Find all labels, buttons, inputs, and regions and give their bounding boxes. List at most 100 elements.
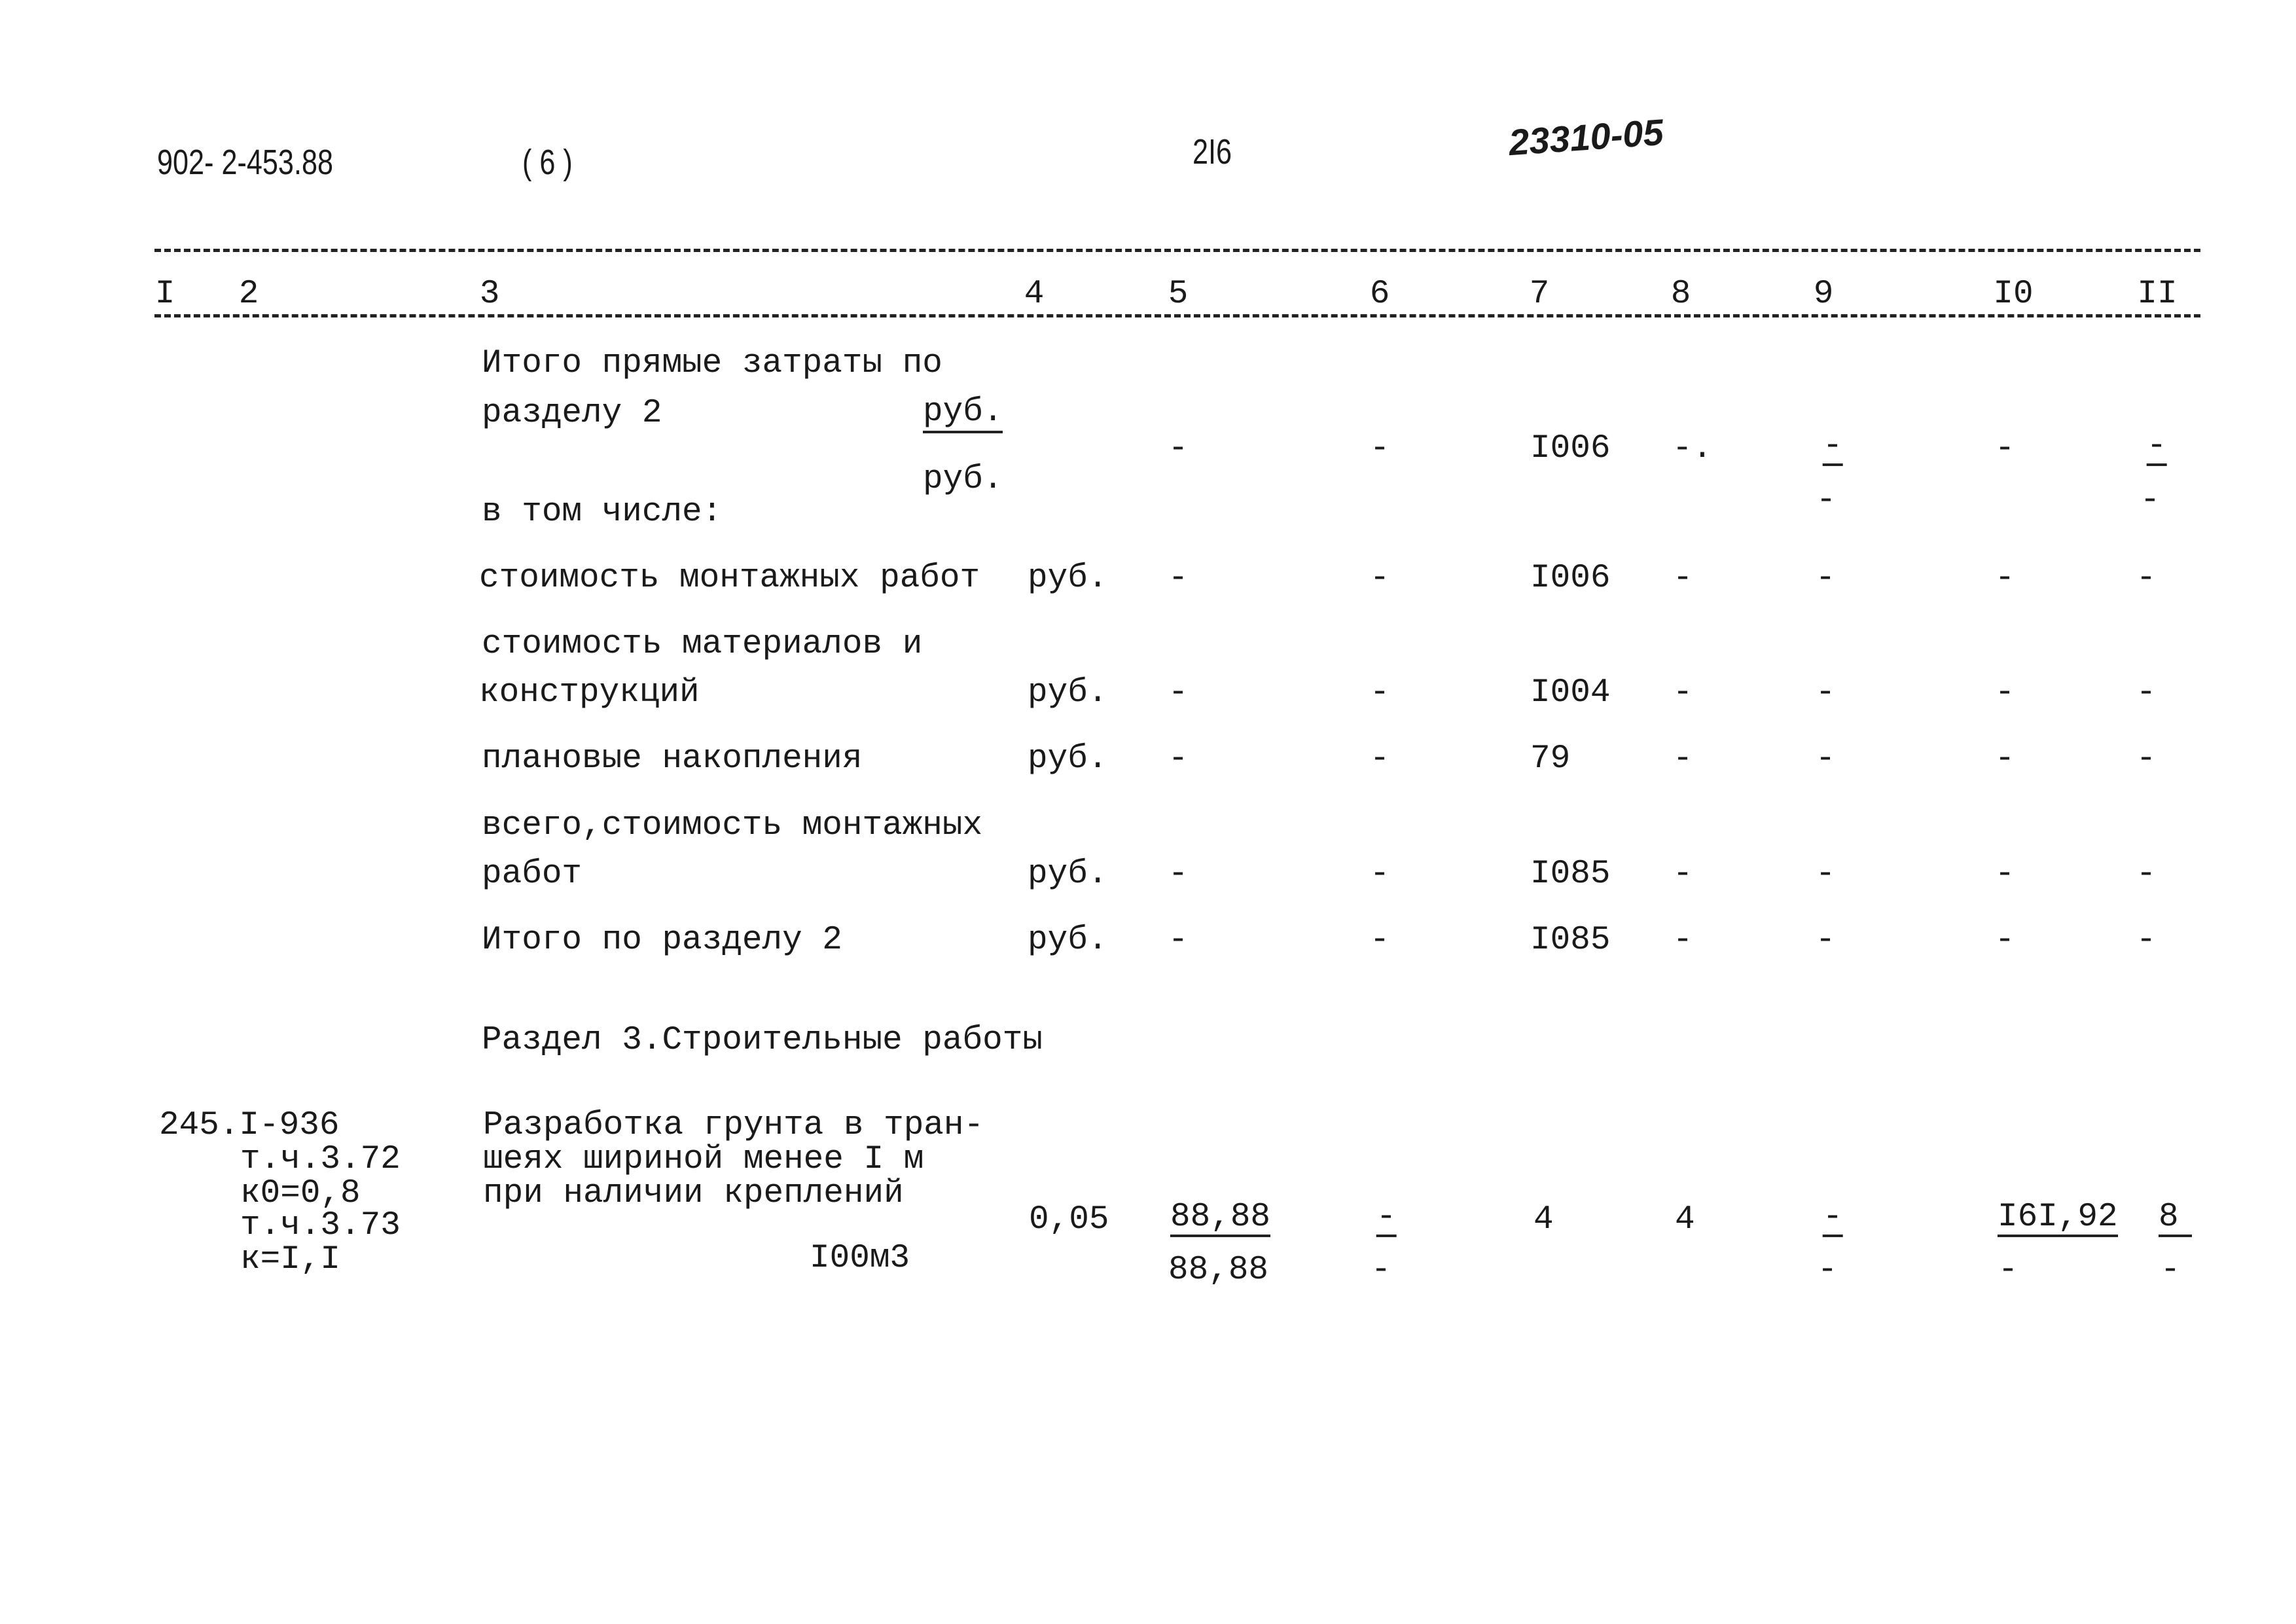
item-code: к=I,I — [240, 1241, 341, 1278]
cell-5: - — [1168, 740, 1189, 778]
column-header-4: 4 — [1024, 276, 1045, 313]
cell-11: - — [2136, 856, 2157, 893]
unit: руб. — [1028, 674, 1108, 712]
row-label: Итого по разделу 2 — [482, 922, 842, 959]
cell-8: - — [1672, 922, 1693, 959]
column-header-1: I — [154, 276, 175, 313]
item-description: шеях шириной менее I м — [483, 1141, 924, 1178]
cell-5: - — [1168, 560, 1189, 597]
unit: руб. — [1028, 560, 1108, 597]
item-unit: I00м3 — [810, 1240, 910, 1277]
cell-8: - — [1672, 740, 1693, 778]
cell-11: - — [2136, 922, 2157, 959]
cell-10: - — [1994, 740, 2015, 778]
row-label: плановые накопления — [482, 740, 863, 778]
cell-9-bottom: - — [1817, 1252, 1838, 1289]
item-description: при наличии креплений — [483, 1175, 904, 1212]
cell-6: - — [1369, 430, 1390, 467]
cell-6: - — [1369, 922, 1390, 959]
cell-11-top: 8 — [2159, 1200, 2192, 1237]
top-divider — [154, 249, 2200, 252]
cell-9-bottom: - — [1816, 482, 1837, 519]
item-code: к0=0,8 — [240, 1175, 361, 1212]
column-header-11: II — [2137, 276, 2178, 313]
row-label: стоимость материалов и — [482, 626, 923, 663]
cell-5-bottom: 88,88 — [1168, 1252, 1269, 1289]
cell-9: - — [1815, 674, 1836, 712]
cell-7: I085 — [1530, 856, 1611, 893]
unit: руб. — [1028, 856, 1108, 893]
cell-7: I085 — [1530, 922, 1611, 959]
cell-9-top: - — [1822, 1199, 1843, 1237]
cell-9-top: - — [1822, 427, 1843, 466]
cell-5: - — [1168, 856, 1189, 893]
cell-6-bottom: - — [1371, 1252, 1391, 1289]
column-header-6: 6 — [1369, 276, 1390, 313]
unit-top: руб. — [923, 394, 1003, 433]
cell-6-top: - — [1376, 1199, 1397, 1237]
cell-7: 79 — [1530, 740, 1571, 778]
cell-11-top: - — [2146, 427, 2167, 466]
cell-10: - — [1994, 560, 2015, 597]
column-header-8: 8 — [1670, 276, 1691, 313]
row-label: работ — [482, 856, 583, 893]
including-label: в том числе: — [482, 494, 723, 531]
cell-10-top: I6I,92 — [1998, 1199, 2118, 1237]
column-header-5: 5 — [1168, 276, 1189, 313]
row-label: всего,стоимость монтажных — [482, 807, 983, 844]
volume-number: ( 6 ) — [522, 143, 573, 182]
cell-6: - — [1369, 856, 1390, 893]
document-number: 902- 2-453.88 — [157, 143, 334, 182]
item-code: т.ч.3.73 — [240, 1207, 401, 1244]
cell-6: - — [1369, 674, 1390, 712]
cell-11: - — [2136, 674, 2157, 712]
cell-7: I006 — [1530, 560, 1611, 597]
unit: руб. — [1028, 740, 1108, 778]
cell-10: - — [1994, 430, 2015, 467]
handwritten-code: 23310-05 — [1507, 111, 1665, 164]
cell-8: -. — [1672, 430, 1713, 467]
cell-7: I006 — [1530, 430, 1611, 467]
cell-10: - — [1994, 674, 2015, 712]
cell-4: 0,05 — [1029, 1201, 1109, 1238]
cell-5-top: 88,88 — [1170, 1199, 1271, 1237]
cell-6: - — [1369, 560, 1390, 597]
page-number: 2I6 — [1193, 132, 1232, 171]
unit: руб. — [1028, 922, 1108, 959]
cell-5: - — [1168, 922, 1189, 959]
item-code: 245.I-936 — [159, 1107, 340, 1144]
cell-10-bottom: - — [1998, 1252, 2018, 1289]
section-title: Раздел 3.Строительные работы — [482, 1022, 1043, 1059]
cell-8: - — [1672, 674, 1693, 712]
row-label: Итого прямые затраты по — [482, 345, 942, 382]
cell-11-bottom: - — [2160, 1252, 2181, 1289]
cell-11: - — [2136, 740, 2157, 778]
cell-8: 4 — [1675, 1201, 1695, 1238]
header-divider — [154, 314, 2200, 317]
column-header-2: 2 — [238, 276, 259, 313]
cell-9: - — [1815, 856, 1836, 893]
item-description: Разработка грунта в тран- — [483, 1107, 984, 1144]
cell-10: - — [1994, 922, 2015, 959]
cell-8: - — [1672, 856, 1693, 893]
row-label: стоимость монтажных работ — [479, 560, 980, 597]
column-header-7: 7 — [1529, 276, 1550, 313]
column-header-10: I0 — [1993, 276, 2034, 313]
cell-7: 4 — [1534, 1201, 1554, 1238]
row-label: разделу 2 — [482, 395, 662, 432]
cell-9: - — [1815, 560, 1836, 597]
cell-9: - — [1815, 922, 1836, 959]
cell-11-bottom: - — [2140, 482, 2161, 519]
cell-11: - — [2136, 560, 2157, 597]
cell-10: - — [1994, 856, 2015, 893]
cell-5: - — [1168, 674, 1189, 712]
cell-5: - — [1168, 430, 1189, 467]
cell-8: - — [1672, 560, 1693, 597]
column-header-3: 3 — [479, 276, 500, 313]
cell-6: - — [1369, 740, 1390, 778]
cell-9: - — [1815, 740, 1836, 778]
item-code: т.ч.3.72 — [240, 1141, 401, 1178]
cell-7: I004 — [1530, 674, 1611, 712]
unit-bottom: руб. — [923, 461, 1003, 498]
